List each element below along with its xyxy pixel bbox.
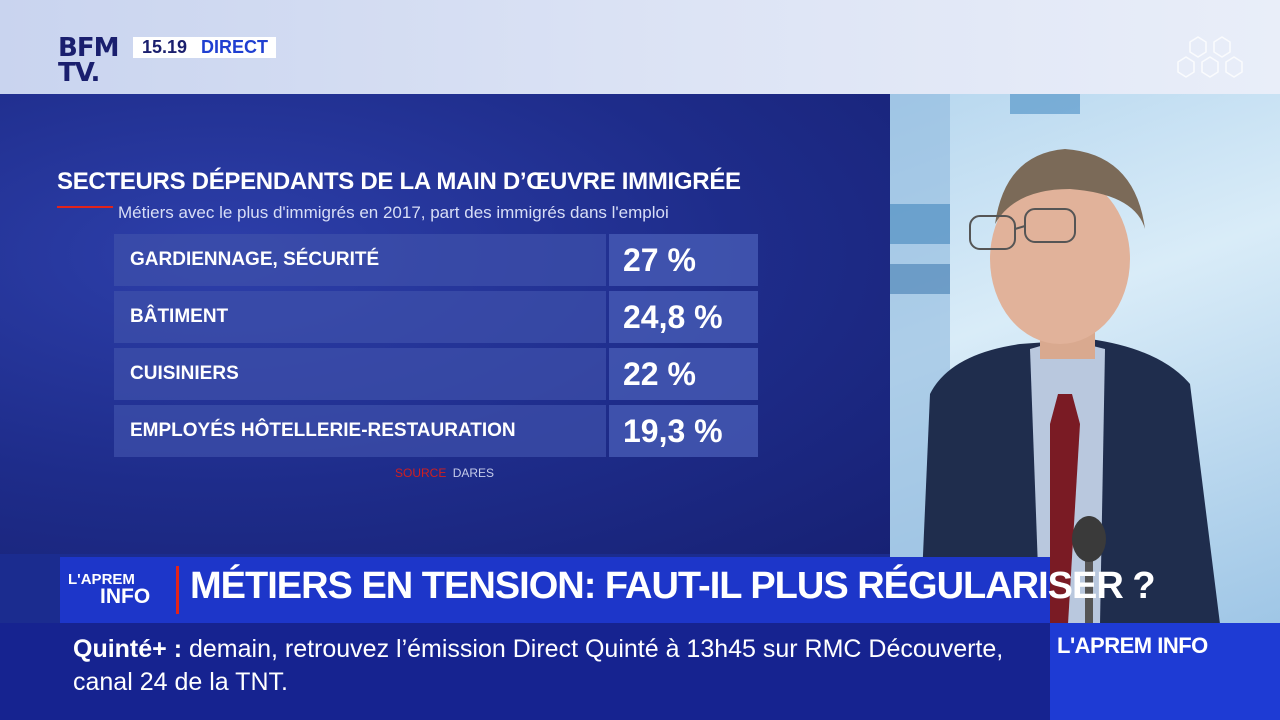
clock-time: 15.19 [142,37,188,57]
live-label: DIRECT [201,37,269,57]
presenter-video [890,94,1280,624]
headline-text: MÉTIERS EN TENSION: FAUT-IL PLUS RÉGULAR… [190,565,1156,607]
bfmtv-logo: BFM TV. [58,33,126,90]
source-name: DARES [452,466,495,480]
source-label: SOURCE [395,466,447,480]
table-row: BÂTIMENT 24,8 % [114,291,758,343]
sector-label: CUISINIERS [114,348,606,400]
ticker-text: Quinté+ : demain, retrouvez l’émission D… [73,633,1033,699]
table-row: GARDIENNAGE, SÉCURITÉ 27 % [114,234,758,286]
time-badge: 15.19 DIRECT [133,37,277,58]
sector-value: 22 % [609,348,758,400]
graphic-title: SECTEURS DÉPENDANTS DE LA MAIN D’ŒUVRE I… [57,168,741,195]
sector-value: 19,3 % [609,405,758,457]
badge-line2: INFO [100,585,151,608]
program-badge [60,557,174,623]
graphic-subtitle: Métiers avec le plus d'immigrés en 2017,… [118,203,669,222]
presenter-image [890,94,1220,624]
source-credit: SOURCE DARES [395,466,494,480]
sector-value: 24,8 % [609,291,758,343]
sector-table: GARDIENNAGE, SÉCURITÉ 27 % BÂTIMENT 24,8… [114,234,758,462]
badge-line1: L'APREM [68,571,135,588]
program-name: L'APREM INFO [1057,633,1208,658]
news-ticker [0,623,1050,720]
table-row: CUISINIERS 22 % [114,348,758,400]
headline-separator [176,566,179,614]
ticker-prefix: Quinté+ : [73,635,183,663]
logo-line2: TV. [58,58,100,88]
sector-label: BÂTIMENT [114,291,606,343]
table-row: EMPLOYÉS HÔTELLERIE-RESTAURATION 19,3 % [114,405,758,457]
logo-line1: BFM [58,33,119,63]
sector-label: GARDIENNAGE, SÉCURITÉ [114,234,606,286]
sector-label: EMPLOYÉS HÔTELLERIE-RESTAURATION [114,405,606,457]
headline-bar [60,557,1050,623]
sector-value: 27 % [609,234,758,286]
program-tag: L'APREM INFO [1050,623,1280,720]
title-accent-line [57,206,113,208]
hexagon-pattern-icon [1177,36,1243,78]
ticker-message: demain, retrouvez l’émission Direct Quin… [73,635,1004,696]
